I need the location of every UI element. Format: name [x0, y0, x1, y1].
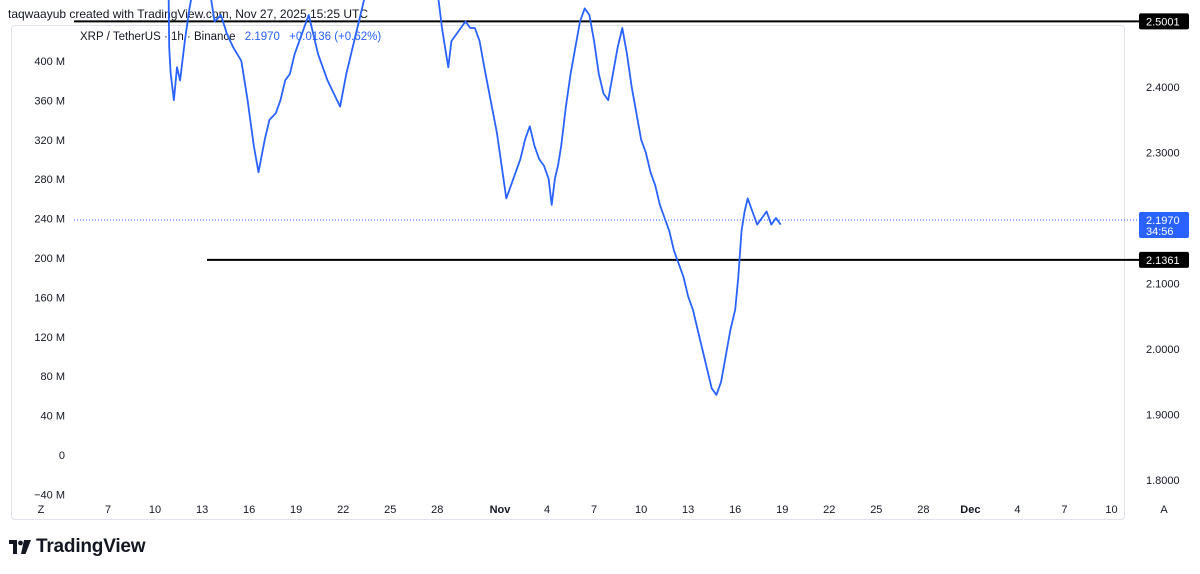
x-axis-tick: Dec: [960, 504, 980, 516]
left-axis-tick: 0: [59, 450, 65, 462]
x-axis-tick: 16: [243, 504, 255, 516]
left-volume-axis: 400 M 360 M 320 M 280 M 240 M 200 M 160 M 120 M…: [34, 56, 65, 501]
level-price-label: 2.1361: [1146, 255, 1180, 267]
level-price-label: 2.5001: [1146, 16, 1180, 28]
x-axis-tick: Nov: [490, 504, 512, 516]
right-axis-tick: 2.0000: [1146, 344, 1180, 356]
left-axis-tick: 40 M: [41, 411, 65, 423]
auto-scale-label: A: [1160, 504, 1168, 516]
left-axis-tick: 360 M: [34, 95, 65, 107]
left-axis-tick: 280 M: [34, 174, 65, 186]
x-axis-tick: 13: [196, 504, 208, 516]
price-series: [167, 0, 782, 396]
right-price-axis: 3.20003.10003.00002.90002.80002.70002.60…: [1146, 17, 1180, 488]
x-axis-tick: 10: [635, 504, 647, 516]
horizontal-levels: [74, 20, 1139, 261]
left-axis-tick: 400 M: [34, 56, 65, 68]
bar-countdown-label: 34:56: [1146, 226, 1174, 238]
legend-price: 2.1970: [244, 31, 280, 43]
level-price-badge: [1139, 13, 1189, 30]
x-axis-tick: 10: [1105, 504, 1117, 516]
left-axis-tick: 160 M: [34, 292, 65, 304]
legend-change: +0.0136 (+0.62%): [289, 31, 382, 43]
x-axis-tick: 4: [1014, 504, 1020, 516]
left-axis-tick: 240 M: [34, 214, 65, 226]
right-axis-tick: 1.8000: [1146, 475, 1180, 487]
x-axis-tick: 4: [544, 504, 550, 516]
x-axis-tick: 25: [870, 504, 882, 516]
time-axis: 7 10 13 16 19 22 25 28 Nov 4 7 10 13 16 19 22 25 28 Dec 4 7 1…: [38, 504, 1169, 516]
left-axis-tick: 200 M: [34, 253, 65, 265]
right-axis-tick: 2.1000: [1146, 279, 1180, 291]
price-line: [167, 0, 782, 396]
x-axis-tick: 13: [682, 504, 694, 516]
right-axis-tick: 2.3000: [1146, 148, 1180, 160]
x-axis-tick: 19: [290, 504, 302, 516]
current-price-badge: [1139, 211, 1189, 238]
x-axis-tick: 7: [591, 504, 597, 516]
chart-legend[interactable]: XRP / TetherUS · 1h · Binance 2.1970 +0.…: [80, 31, 381, 43]
level-price-badge: [1139, 251, 1189, 268]
right-axis-tick: 1.9000: [1146, 410, 1180, 422]
left-axis-tick: 320 M: [34, 135, 65, 147]
tradingview-logo-text: TradingView: [36, 536, 146, 557]
x-axis-tick: 10: [149, 504, 161, 516]
x-axis-tick: 19: [776, 504, 788, 516]
x-axis-tick: 22: [337, 504, 349, 516]
x-axis-tick: 25: [384, 504, 396, 516]
tradingview-logo-icon: [9, 540, 31, 554]
x-axis-tick: 22: [823, 504, 835, 516]
x-axis-tick: 28: [917, 504, 929, 516]
zoom-reset-label: Z: [38, 504, 45, 516]
legend-symbol: XRP / TetherUS · 1h · Binance: [80, 31, 236, 43]
right-axis-tick: 2.4000: [1146, 82, 1180, 94]
x-axis-tick: 7: [105, 504, 111, 516]
x-axis-tick: 7: [1061, 504, 1067, 516]
x-axis-tick: 16: [729, 504, 741, 516]
left-axis-tick: 80 M: [41, 371, 65, 383]
tradingview-logo[interactable]: TradingView: [9, 536, 146, 558]
chart-frame: [11, 25, 1125, 520]
current-price-label: 2.1970: [1146, 215, 1180, 227]
left-axis-tick: −40 M: [34, 489, 65, 501]
left-axis-tick: 120 M: [34, 332, 65, 344]
x-axis-tick: 28: [431, 504, 443, 516]
